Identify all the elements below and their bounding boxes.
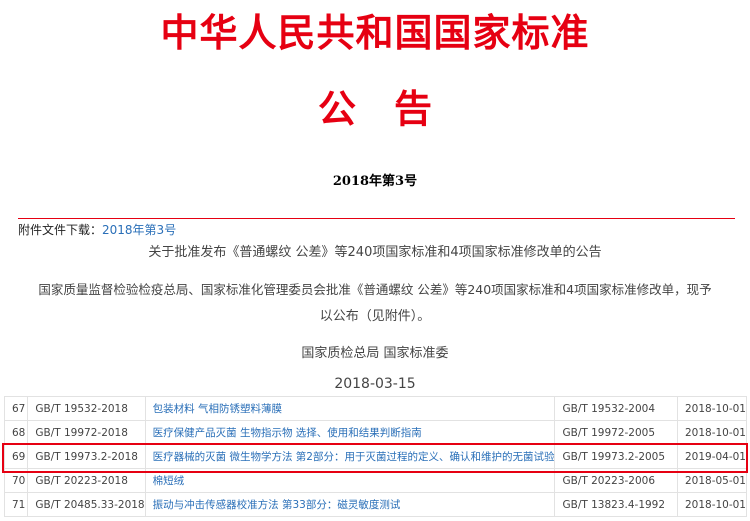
page-title: 中华人民共和国国家标准 <box>160 10 590 55</box>
notice-body-line2: 以公布（见附件）。 <box>319 309 431 324</box>
red-divider <box>18 218 735 219</box>
standard-title[interactable]: 振动与冲击传感器校准方法 第33部分：磁灵敏度测试 <box>144 492 556 517</box>
notice-issuer: 国家质检总局 国家标准委 <box>301 346 449 361</box>
table-row: 71 GB/T 20485.33-2018 振动与冲击传感器校准方法 第33部分：磁… <box>3 492 748 517</box>
table-row: 68 GB/T 19972-2018 医疗保健产品灭菌 生物指示物 选择、使用和结果… <box>3 420 748 445</box>
standard-code: GB/T 19972-2018 <box>27 420 146 445</box>
replaced-standard: GB/T 19532-2004 <box>554 396 678 421</box>
row-number: 71 <box>3 492 29 517</box>
table-row: 67 GB/T 19532-2018 包装材料 气相防锈塑料薄膜 GB/T 19532… <box>3 396 748 421</box>
highlight-box <box>2 443 748 473</box>
attachment-label: 附件文件下载： <box>18 223 103 237</box>
standard-code: GB/T 19532-2018 <box>27 396 146 421</box>
table-row: 69 GB/T 19973.2-2018 医疗器械的灭菌 微生物学方法 第2部分：用… <box>3 444 748 469</box>
attachment-link[interactable]: 2018年第3号 <box>102 223 177 237</box>
notice-heading: 关于批准发布《普通螺纹 公差》等240项国家标准和4项国家标准修改单的公告 <box>148 245 602 260</box>
standard-code: GB/T 19973.2-2018 <box>27 444 146 469</box>
row-number: 67 <box>3 396 29 421</box>
row-number: 69 <box>3 444 29 469</box>
standard-title[interactable]: 医疗器械的灭菌 微生物学方法 第2部分：用于灭菌过程的定义、确认和维护的无菌试验 <box>144 444 556 469</box>
page-subtitle: 公 告 <box>317 86 432 131</box>
effective-date: 2018-10-01 <box>676 492 748 517</box>
notice-date: 2018-03-15 <box>334 376 416 392</box>
attachment-download: 附件文件下载：2018年第3号 <box>18 221 176 238</box>
effective-date: 2019-04-01 <box>676 444 748 469</box>
notice-body-line1: 国家质量监督检验检疫总局、国家标准化管理委员会批准《普通螺纹 公差》等240项国… <box>38 282 712 297</box>
row-number: 68 <box>3 420 29 445</box>
replaced-standard: GB/T 13823.4-1992 <box>554 492 678 517</box>
standard-code: GB/T 20485.33-2018 <box>27 492 146 517</box>
announcement-number: 2018年第3号 <box>332 174 418 189</box>
standard-title[interactable]: 包装材料 气相防锈塑料薄膜 <box>144 396 556 421</box>
standard-title[interactable]: 医疗保健产品灭菌 生物指示物 选择、使用和结果判断指南 <box>144 420 556 445</box>
replaced-standard: GB/T 19972-2005 <box>554 420 678 445</box>
replaced-standard: GB/T 19973.2-2005 <box>554 444 678 469</box>
effective-date: 2018-10-01 <box>676 420 748 445</box>
standards-table: 67 GB/T 19532-2018 包装材料 气相防锈塑料薄膜 GB/T 19532… <box>3 396 748 517</box>
effective-date: 2018-10-01 <box>676 396 748 421</box>
